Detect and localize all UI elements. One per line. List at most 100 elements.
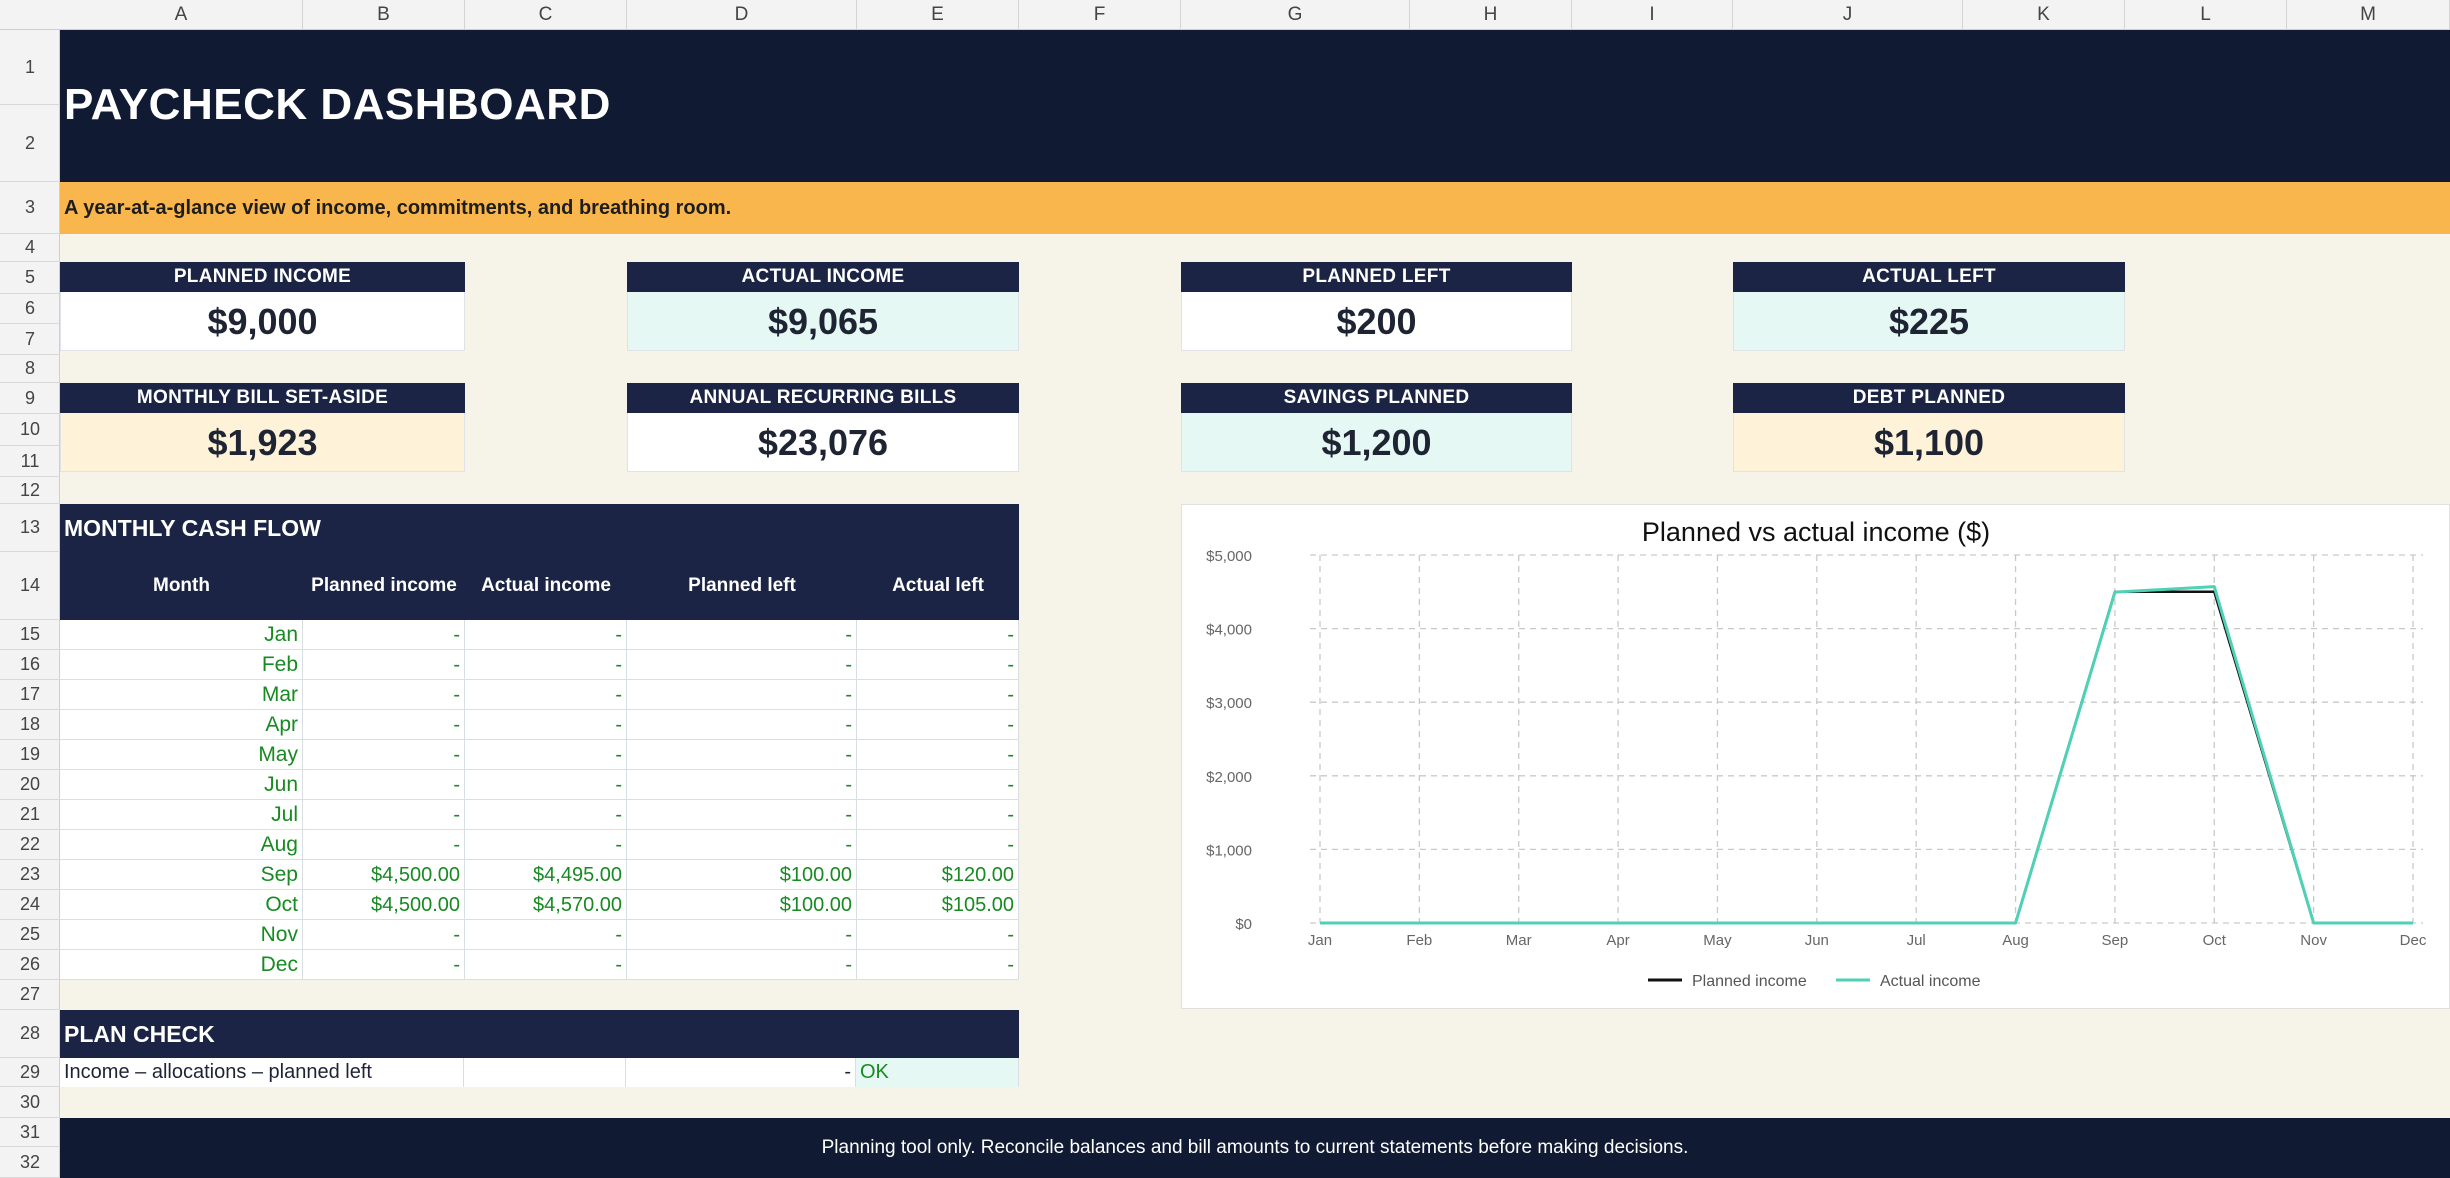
cashflow-value-cell[interactable]: -	[303, 830, 465, 860]
cashflow-value-cell[interactable]: -	[465, 710, 627, 740]
cashflow-month-cell[interactable]: Jul	[60, 800, 303, 830]
column-header-a[interactable]: A	[60, 0, 303, 30]
row-header-24[interactable]: 24	[0, 890, 60, 920]
cashflow-month-cell[interactable]: Nov	[60, 920, 303, 950]
column-header-c[interactable]: C	[465, 0, 627, 30]
row-header-20[interactable]: 20	[0, 770, 60, 800]
row-header-4[interactable]: 4	[0, 234, 60, 262]
row-header-21[interactable]: 21	[0, 800, 60, 830]
row-header-1[interactable]: 1	[0, 30, 60, 105]
cashflow-value-cell[interactable]: -	[857, 920, 1019, 950]
row-header-5[interactable]: 5	[0, 262, 60, 294]
cashflow-header-planned-income[interactable]: Planned income	[303, 552, 465, 620]
cashflow-value-cell[interactable]: -	[857, 830, 1019, 860]
cashflow-value-cell[interactable]: -	[857, 710, 1019, 740]
row-header-26[interactable]: 26	[0, 950, 60, 980]
column-header-d[interactable]: D	[627, 0, 857, 30]
row-header-25[interactable]: 25	[0, 920, 60, 950]
column-header-f[interactable]: F	[1019, 0, 1181, 30]
cashflow-value-cell[interactable]: -	[303, 710, 465, 740]
kpi-value-planned-income[interactable]: $9,000	[60, 292, 465, 351]
cashflow-header-planned-left[interactable]: Planned left	[627, 552, 857, 620]
row-header-12[interactable]: 12	[0, 477, 60, 504]
row-header-6[interactable]: 6	[0, 294, 60, 324]
cashflow-value-cell[interactable]: -	[465, 920, 627, 950]
row-header-9[interactable]: 9	[0, 383, 60, 414]
column-header-b[interactable]: B	[303, 0, 465, 30]
kpi-value-planned-left[interactable]: $200	[1181, 292, 1572, 351]
cashflow-value-cell[interactable]: -	[303, 800, 465, 830]
cashflow-value-cell[interactable]: -	[303, 740, 465, 770]
cashflow-value-cell[interactable]: -	[465, 800, 627, 830]
row-header-30[interactable]: 30	[0, 1087, 60, 1118]
kpi-value-savings-planned[interactable]: $1,200	[1181, 413, 1572, 472]
cashflow-value-cell[interactable]: -	[627, 800, 857, 830]
cashflow-value-cell[interactable]: -	[303, 920, 465, 950]
cashflow-value-cell[interactable]: -	[465, 680, 627, 710]
plan-check-empty-cell[interactable]	[464, 1058, 626, 1087]
cashflow-month-cell[interactable]: Apr	[60, 710, 303, 740]
kpi-value-annual-recurring-bills[interactable]: $23,076	[627, 413, 1019, 472]
column-header-l[interactable]: L	[2125, 0, 2287, 30]
cashflow-value-cell[interactable]: -	[857, 650, 1019, 680]
row-header-14[interactable]: 14	[0, 552, 60, 620]
cashflow-value-cell[interactable]: -	[465, 740, 627, 770]
cashflow-month-cell[interactable]: Feb	[60, 650, 303, 680]
cashflow-value-cell[interactable]: -	[465, 830, 627, 860]
cashflow-value-cell[interactable]: -	[303, 650, 465, 680]
cashflow-value-cell[interactable]: -	[303, 770, 465, 800]
row-header-27[interactable]: 27	[0, 980, 60, 1010]
cashflow-value-cell[interactable]: -	[627, 950, 857, 980]
row-header-13[interactable]: 13	[0, 504, 60, 552]
cashflow-value-cell[interactable]: $100.00	[627, 890, 857, 920]
row-header-19[interactable]: 19	[0, 740, 60, 770]
row-header-15[interactable]: 15	[0, 620, 60, 650]
row-header-2[interactable]: 2	[0, 105, 60, 182]
cashflow-month-cell[interactable]: Jan	[60, 620, 303, 650]
cashflow-value-cell[interactable]: -	[857, 620, 1019, 650]
column-header-m[interactable]: M	[2287, 0, 2450, 30]
row-header-11[interactable]: 11	[0, 446, 60, 477]
cashflow-month-cell[interactable]: Mar	[60, 680, 303, 710]
cashflow-value-cell[interactable]: -	[627, 710, 857, 740]
cashflow-value-cell[interactable]: $4,500.00	[303, 890, 465, 920]
cashflow-month-cell[interactable]: May	[60, 740, 303, 770]
row-header-28[interactable]: 28	[0, 1010, 60, 1058]
cashflow-value-cell[interactable]: -	[857, 740, 1019, 770]
row-header-16[interactable]: 16	[0, 650, 60, 680]
cashflow-header-actual-income[interactable]: Actual income	[465, 552, 627, 620]
cashflow-month-cell[interactable]: Jun	[60, 770, 303, 800]
row-header-17[interactable]: 17	[0, 680, 60, 710]
cashflow-value-cell[interactable]: $105.00	[857, 890, 1019, 920]
cashflow-month-cell[interactable]: Sep	[60, 860, 303, 890]
cashflow-value-cell[interactable]: -	[857, 770, 1019, 800]
column-header-i[interactable]: I	[1572, 0, 1733, 30]
cashflow-header-month[interactable]: Month	[60, 552, 303, 620]
cashflow-month-cell[interactable]: Dec	[60, 950, 303, 980]
plan-check-value[interactable]: -	[626, 1058, 856, 1087]
cashflow-value-cell[interactable]: $4,500.00	[303, 860, 465, 890]
plan-check-label[interactable]: Income – allocations – planned left	[60, 1058, 464, 1087]
cashflow-value-cell[interactable]: -	[857, 680, 1019, 710]
cashflow-value-cell[interactable]: -	[627, 680, 857, 710]
column-header-k[interactable]: K	[1963, 0, 2125, 30]
kpi-value-debt-planned[interactable]: $1,100	[1733, 413, 2125, 472]
kpi-value-monthly-bill-set-aside[interactable]: $1,923	[60, 413, 465, 472]
cashflow-value-cell[interactable]: -	[627, 830, 857, 860]
row-header-29[interactable]: 29	[0, 1058, 60, 1087]
cashflow-value-cell[interactable]: -	[627, 920, 857, 950]
cashflow-value-cell[interactable]: -	[303, 950, 465, 980]
cashflow-value-cell[interactable]: $100.00	[627, 860, 857, 890]
row-header-32[interactable]: 32	[0, 1147, 60, 1178]
row-header-7[interactable]: 7	[0, 324, 60, 355]
row-header-22[interactable]: 22	[0, 830, 60, 860]
cashflow-value-cell[interactable]: -	[303, 620, 465, 650]
cashflow-value-cell[interactable]: -	[303, 680, 465, 710]
income-chart[interactable]: Planned vs actual income ($) $0 $1,000 $2,0…	[1181, 504, 2450, 1009]
cashflow-value-cell[interactable]: -	[465, 620, 627, 650]
cashflow-value-cell[interactable]: -	[627, 650, 857, 680]
row-header-18[interactable]: 18	[0, 710, 60, 740]
column-header-e[interactable]: E	[857, 0, 1019, 30]
column-header-g[interactable]: G	[1181, 0, 1410, 30]
cashflow-value-cell[interactable]: -	[627, 740, 857, 770]
